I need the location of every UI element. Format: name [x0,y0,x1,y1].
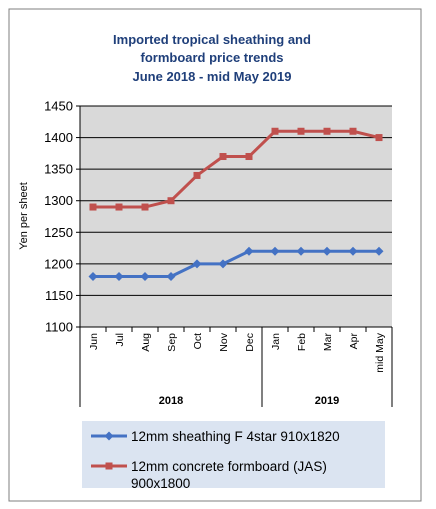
series-2-line [93,129,380,209]
data-series [88,127,384,281]
series-1-point [322,246,332,256]
legend-box [82,421,385,488]
series-2-point [349,127,357,135]
series-2-point [167,197,175,205]
x-group-label: 2019 [315,395,339,407]
x-tick-label: Sep [166,333,178,352]
x-tick-label: Jan [270,333,282,350]
x-tick-label: Oct [192,333,204,349]
legend-1-marker [104,431,114,441]
series-1-point [218,259,228,269]
y-axis-label: Yen per sheet [18,182,30,249]
series-1-point [88,271,98,281]
series-1-point [114,271,124,281]
series-1-point [140,271,150,281]
plot-area [80,106,392,327]
series-1-point [348,246,358,256]
y-tick-label: 1300 [44,193,73,208]
legend-1-label: 12mm sheathing F 4star 910x1820 [131,429,340,444]
chart-title-line-2: formboard price trends [140,50,283,65]
y-tick-label: 1200 [44,256,73,271]
y-tick-label: 1450 [44,99,73,114]
y-axis-ticks: 1100 1150 1200 1250 1300 1350 1400 1450 [44,99,81,335]
series-2-point [141,203,149,211]
legend-2-marker [105,462,113,470]
y-tick-label: 1400 [44,130,73,145]
x-tick-label: Mar [322,333,334,352]
series-1-point [166,271,176,281]
legend-2-label: 900x1800 [131,476,190,491]
x-tick-label: Jul [114,333,126,346]
x-group-label: 2018 [159,395,183,407]
x-tick-label: Dec [244,333,256,352]
x-tick-label: Feb [296,333,308,351]
x-tick-label: Aug [140,333,152,352]
series-1-point [374,246,384,256]
series-1-point [270,246,280,256]
legend: 12mm sheathing F 4star 910x1820 12mm conc… [91,429,340,491]
series-2-point [193,171,201,179]
series-2-point [271,127,279,135]
series-2-point [89,203,97,211]
series-1-point [192,259,202,269]
series-2-point [297,127,305,135]
series-2-point [375,134,383,142]
x-axis: Jun Jul Aug Sep Oct Nov Dec Jan Feb Mar Apr mid May… [79,326,393,407]
series-2-point [323,127,331,135]
chart-title-line-1: Imported tropical sheathing and [113,32,311,47]
x-tick-label: Apr [348,333,360,350]
chart-title-line-3: June 2018 - mid May 2019 [133,69,292,84]
y-tick-label: 1100 [45,320,73,335]
series-1-point [244,246,254,256]
x-tick-label: Jun [88,333,100,350]
x-tick-label: mid May [374,332,386,372]
y-tick-label: 1250 [44,225,73,240]
series-2-point [115,203,123,211]
series-2-point [245,153,253,161]
y-tick-label: 1150 [45,288,73,303]
legend-2-label: 12mm concrete formboard (JAS) [131,459,327,474]
series-1-point [296,246,306,256]
series-2-point [219,153,227,161]
x-tick-label: Nov [218,332,230,351]
y-tick-label: 1350 [44,162,73,177]
